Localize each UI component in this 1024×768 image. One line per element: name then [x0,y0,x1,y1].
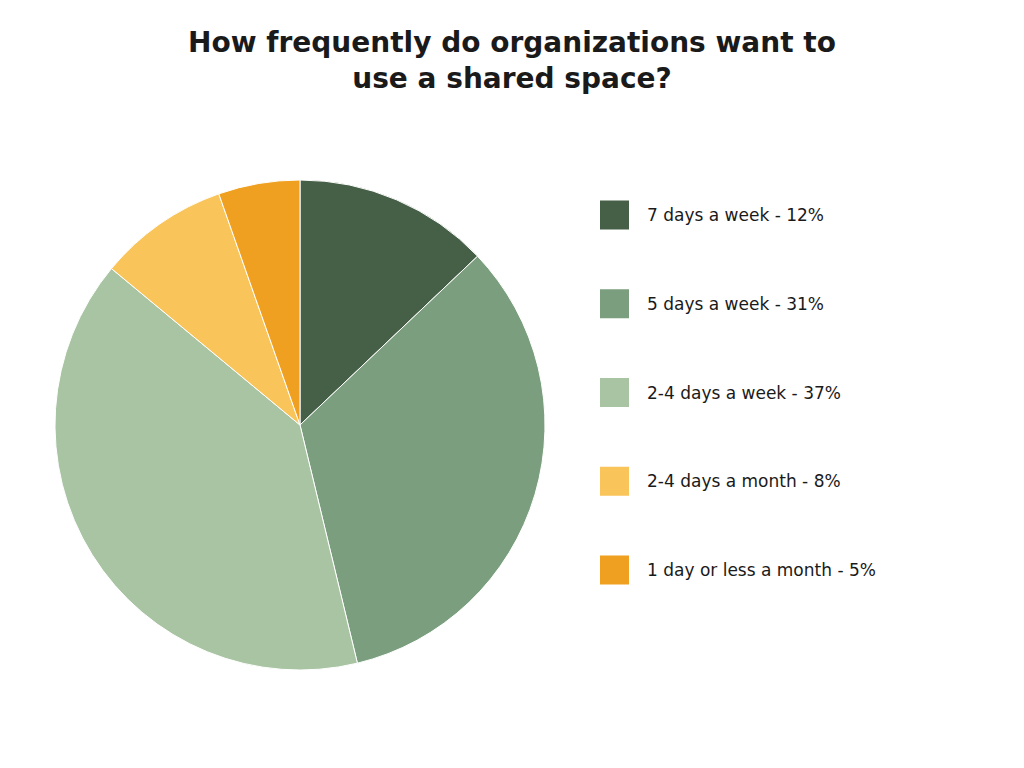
pie [55,180,545,670]
legend-swatch [600,378,629,407]
legend-swatch [600,467,629,496]
legend-label: 2-4 days a month - 8% [647,471,841,491]
legend-item: 2-4 days a week - 37% [600,378,841,407]
legend-swatch [600,556,629,585]
legend-label: 1 day or less a month - 5% [647,560,876,580]
legend-item: 2-4 days a month - 8% [600,467,841,496]
legend-item: 5 days a week - 31% [600,289,824,318]
legend-item: 7 days a week - 12% [600,201,824,230]
title: How frequently do organizations want tou… [188,26,836,95]
legend-swatch [600,201,629,230]
pie-slice [219,180,300,425]
legend-label: 5 days a week - 31% [647,294,824,314]
legend-swatch [600,289,629,318]
legend-item: 1 day or less a month - 5% [600,556,876,585]
legend-label: 7 days a week - 12% [647,205,824,225]
legend: 7 days a week - 12% 5 days a week - 31% 2-… [600,201,876,585]
chart: How frequently do organizations want tou… [0,0,1024,768]
legend-label: 2-4 days a week - 37% [647,383,841,403]
